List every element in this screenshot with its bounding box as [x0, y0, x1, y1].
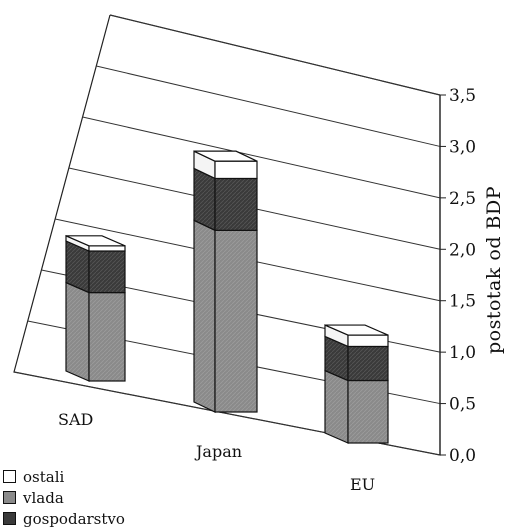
bar-segment-side-gospodarstvo	[324, 369, 349, 444]
y-tick-label: 3,0	[449, 137, 476, 157]
y-tick-label: 2,5	[449, 189, 476, 209]
bar-segment-vlada	[88, 250, 126, 294]
bar-top-cap	[65, 235, 126, 247]
bar-eu	[324, 324, 389, 444]
y-tick-label: 3,5	[449, 86, 476, 106]
category-label: Japan	[194, 442, 242, 461]
legend-swatch-gospodarstvo	[3, 512, 16, 525]
bar-segment-ostali	[347, 334, 389, 348]
bar-segment-side-gospodarstvo	[193, 219, 216, 413]
bar-segment-vlada	[347, 345, 389, 382]
legend: ostali vlada gospodarstvo	[3, 466, 125, 529]
legend-swatch-ostali	[3, 470, 16, 483]
bar-segment-gospodarstvo	[88, 292, 126, 382]
y-tick-label: 0,0	[449, 446, 476, 466]
category-label: EU	[350, 475, 375, 494]
legend-label-vlada: vlada	[23, 488, 64, 507]
legend-item-ostali: ostali	[3, 466, 125, 487]
bar-top-cap	[193, 150, 258, 162]
bar-segment-side-gospodarstvo	[65, 281, 90, 382]
y-tick-label: 2,0	[449, 240, 476, 260]
legend-item-vlada: vlada	[3, 487, 125, 508]
bar-segment-gospodarstvo	[214, 229, 258, 413]
bar-sad	[65, 234, 126, 382]
y-tick-label: 1,0	[449, 343, 476, 363]
category-label: SAD	[58, 410, 93, 429]
bar-segment-gospodarstvo	[347, 379, 389, 444]
bar-segment-ostali	[88, 245, 126, 252]
legend-label-gospodarstvo: gospodarstvo	[23, 509, 125, 528]
legend-item-gospodarstvo: gospodarstvo	[3, 508, 125, 529]
y-tick-label: 1,5	[449, 292, 476, 312]
bars	[65, 150, 389, 444]
bar-segment-side-vlada	[193, 167, 216, 232]
bar-segment-vlada	[214, 177, 258, 231]
category-labels: SAD Japan EU	[58, 410, 375, 494]
gridline	[82, 116, 441, 199]
gridline	[109, 14, 441, 96]
legend-label-ostali: ostali	[23, 467, 65, 486]
bar-segment-ostali	[214, 160, 258, 180]
y-tick-label: 0,5	[449, 395, 476, 415]
bar-top-cap	[324, 324, 389, 336]
legend-swatch-vlada	[3, 491, 16, 504]
bar-japan	[193, 150, 258, 413]
gridline	[96, 65, 441, 147]
y-axis-ticks: 0,0 0,5 1,0 1,5 2,0 2,5 3,0 3,5	[439, 86, 476, 466]
y-axis-title: postotak od BDP	[483, 186, 505, 354]
